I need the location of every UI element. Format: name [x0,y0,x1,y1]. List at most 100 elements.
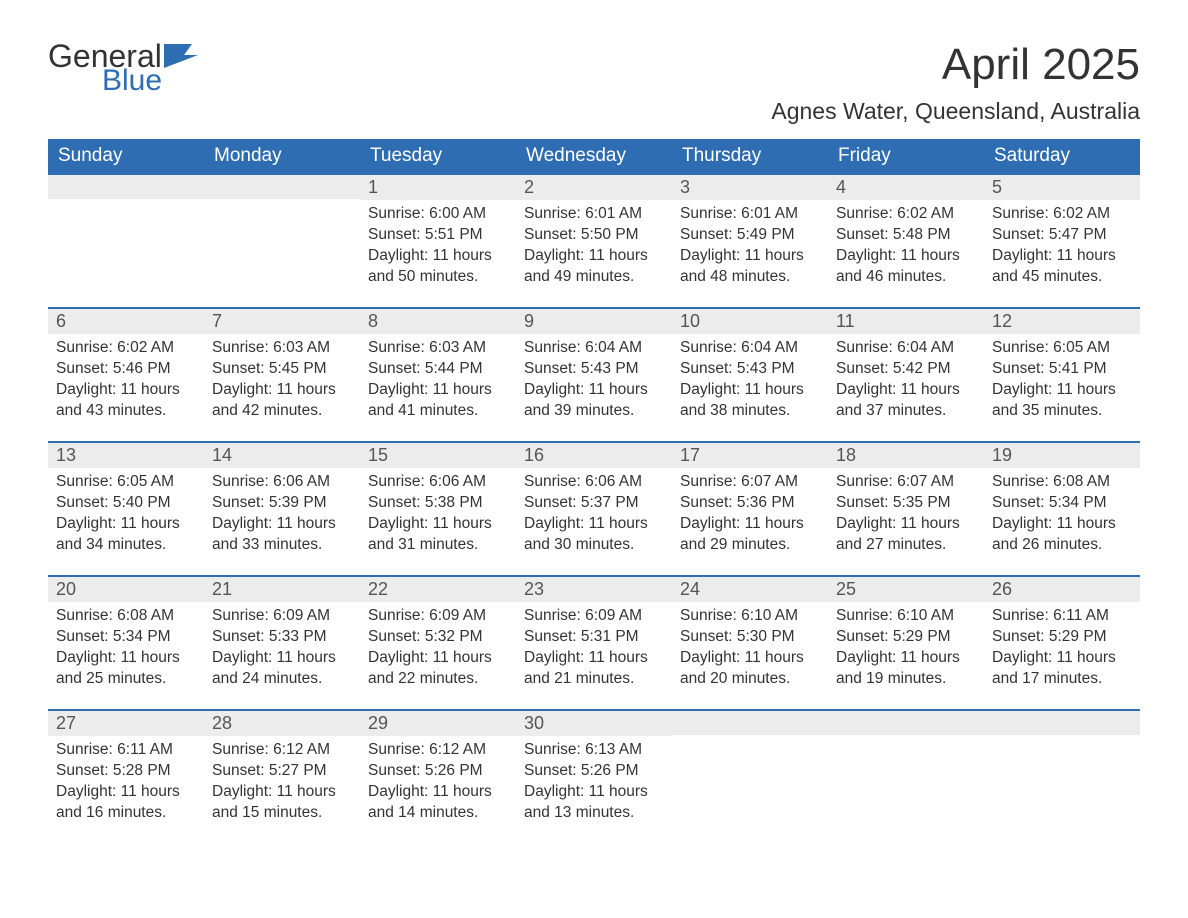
logo-word-blue: Blue [102,66,198,96]
calendar-cell: 6Sunrise: 6:02 AMSunset: 5:46 PMDaylight… [48,307,204,441]
day-number: 21 [204,577,360,602]
calendar-cell: 15Sunrise: 6:06 AMSunset: 5:38 PMDayligh… [360,441,516,575]
sunset-line: Sunset: 5:35 PM [836,493,976,514]
daylight-line: Daylight: 11 hours and 37 minutes. [836,380,976,422]
day-number: 17 [672,443,828,468]
calendar-cell: 5Sunrise: 6:02 AMSunset: 5:47 PMDaylight… [984,173,1140,307]
day-number: 12 [984,309,1140,334]
day-number: 5 [984,175,1140,200]
daylight-line: Daylight: 11 hours and 27 minutes. [836,514,976,556]
sunset-line: Sunset: 5:27 PM [212,761,352,782]
sunrise-line: Sunrise: 6:06 AM [524,472,664,493]
daylight-line: Daylight: 11 hours and 25 minutes. [56,648,196,690]
daylight-line: Daylight: 11 hours and 50 minutes. [368,246,508,288]
day-details: Sunrise: 6:06 AMSunset: 5:37 PMDaylight:… [516,468,672,570]
sunset-line: Sunset: 5:34 PM [56,627,196,648]
sunrise-line: Sunrise: 6:10 AM [836,606,976,627]
day-number: 3 [672,175,828,200]
daylight-line: Daylight: 11 hours and 16 minutes. [56,782,196,824]
sunset-line: Sunset: 5:30 PM [680,627,820,648]
sunrise-line: Sunrise: 6:12 AM [368,740,508,761]
day-details: Sunrise: 6:05 AMSunset: 5:41 PMDaylight:… [984,334,1140,436]
sunrise-line: Sunrise: 6:02 AM [56,338,196,359]
calendar-cell [204,173,360,307]
logo-flag-icon [164,44,198,68]
calendar-cell: 2Sunrise: 6:01 AMSunset: 5:50 PMDaylight… [516,173,672,307]
daylight-line: Daylight: 11 hours and 33 minutes. [212,514,352,556]
day-details: Sunrise: 6:04 AMSunset: 5:43 PMDaylight:… [672,334,828,436]
sunset-line: Sunset: 5:50 PM [524,225,664,246]
daylight-line: Daylight: 11 hours and 21 minutes. [524,648,664,690]
calendar-cell: 27Sunrise: 6:11 AMSunset: 5:28 PMDayligh… [48,709,204,843]
sunrise-line: Sunrise: 6:11 AM [992,606,1132,627]
sunset-line: Sunset: 5:39 PM [212,493,352,514]
day-details: Sunrise: 6:06 AMSunset: 5:38 PMDaylight:… [360,468,516,570]
weekday-header: Monday [204,139,360,173]
sunrise-line: Sunrise: 6:07 AM [680,472,820,493]
calendar-row: 13Sunrise: 6:05 AMSunset: 5:40 PMDayligh… [48,441,1140,575]
weekday-header: Wednesday [516,139,672,173]
calendar-cell: 1Sunrise: 6:00 AMSunset: 5:51 PMDaylight… [360,173,516,307]
sunrise-line: Sunrise: 6:05 AM [56,472,196,493]
day-number: 2 [516,175,672,200]
sunset-line: Sunset: 5:40 PM [56,493,196,514]
sunrise-line: Sunrise: 6:11 AM [56,740,196,761]
daylight-line: Daylight: 11 hours and 48 minutes. [680,246,820,288]
calendar-cell: 3Sunrise: 6:01 AMSunset: 5:49 PMDaylight… [672,173,828,307]
sunset-line: Sunset: 5:44 PM [368,359,508,380]
sunset-line: Sunset: 5:49 PM [680,225,820,246]
daylight-line: Daylight: 11 hours and 13 minutes. [524,782,664,824]
daylight-line: Daylight: 11 hours and 35 minutes. [992,380,1132,422]
sunrise-line: Sunrise: 6:07 AM [836,472,976,493]
calendar-cell: 25Sunrise: 6:10 AMSunset: 5:29 PMDayligh… [828,575,984,709]
sunset-line: Sunset: 5:48 PM [836,225,976,246]
day-number: 7 [204,309,360,334]
day-details: Sunrise: 6:09 AMSunset: 5:33 PMDaylight:… [204,602,360,704]
calendar-row: 20Sunrise: 6:08 AMSunset: 5:34 PMDayligh… [48,575,1140,709]
calendar-row: 27Sunrise: 6:11 AMSunset: 5:28 PMDayligh… [48,709,1140,843]
weekday-header: Saturday [984,139,1140,173]
day-number: 30 [516,711,672,736]
calendar-cell: 8Sunrise: 6:03 AMSunset: 5:44 PMDaylight… [360,307,516,441]
sunset-line: Sunset: 5:26 PM [524,761,664,782]
day-details: Sunrise: 6:00 AMSunset: 5:51 PMDaylight:… [360,200,516,302]
daylight-line: Daylight: 11 hours and 19 minutes. [836,648,976,690]
day-number: 24 [672,577,828,602]
daylight-line: Daylight: 11 hours and 41 minutes. [368,380,508,422]
sunset-line: Sunset: 5:43 PM [524,359,664,380]
sunrise-line: Sunrise: 6:06 AM [368,472,508,493]
sunset-line: Sunset: 5:41 PM [992,359,1132,380]
sunset-line: Sunset: 5:33 PM [212,627,352,648]
calendar-cell: 7Sunrise: 6:03 AMSunset: 5:45 PMDaylight… [204,307,360,441]
day-number: 29 [360,711,516,736]
day-details: Sunrise: 6:04 AMSunset: 5:43 PMDaylight:… [516,334,672,436]
day-number: 25 [828,577,984,602]
calendar-table: SundayMondayTuesdayWednesdayThursdayFrid… [48,139,1140,843]
daylight-line: Daylight: 11 hours and 30 minutes. [524,514,664,556]
day-number: 6 [48,309,204,334]
day-details: Sunrise: 6:08 AMSunset: 5:34 PMDaylight:… [48,602,204,704]
daylight-line: Daylight: 11 hours and 31 minutes. [368,514,508,556]
daylight-line: Daylight: 11 hours and 43 minutes. [56,380,196,422]
sunrise-line: Sunrise: 6:09 AM [524,606,664,627]
day-number: 15 [360,443,516,468]
calendar-row: 6Sunrise: 6:02 AMSunset: 5:46 PMDaylight… [48,307,1140,441]
calendar-cell: 28Sunrise: 6:12 AMSunset: 5:27 PMDayligh… [204,709,360,843]
calendar-cell: 29Sunrise: 6:12 AMSunset: 5:26 PMDayligh… [360,709,516,843]
day-details: Sunrise: 6:11 AMSunset: 5:29 PMDaylight:… [984,602,1140,704]
day-number: 16 [516,443,672,468]
daylight-line: Daylight: 11 hours and 24 minutes. [212,648,352,690]
sunrise-line: Sunrise: 6:03 AM [368,338,508,359]
sunrise-line: Sunrise: 6:13 AM [524,740,664,761]
calendar-cell: 24Sunrise: 6:10 AMSunset: 5:30 PMDayligh… [672,575,828,709]
calendar-cell: 17Sunrise: 6:07 AMSunset: 5:36 PMDayligh… [672,441,828,575]
day-details: Sunrise: 6:05 AMSunset: 5:40 PMDaylight:… [48,468,204,570]
daylight-line: Daylight: 11 hours and 39 minutes. [524,380,664,422]
day-details: Sunrise: 6:10 AMSunset: 5:29 PMDaylight:… [828,602,984,704]
day-number: 18 [828,443,984,468]
sunset-line: Sunset: 5:31 PM [524,627,664,648]
day-details: Sunrise: 6:03 AMSunset: 5:44 PMDaylight:… [360,334,516,436]
day-number: 4 [828,175,984,200]
calendar-cell: 30 Sunrise: 6:13 AMSunset: 5:26 PMDayligh… [516,709,672,843]
header-bar: General Blue April 2025 Agnes Water, Que… [48,40,1140,125]
